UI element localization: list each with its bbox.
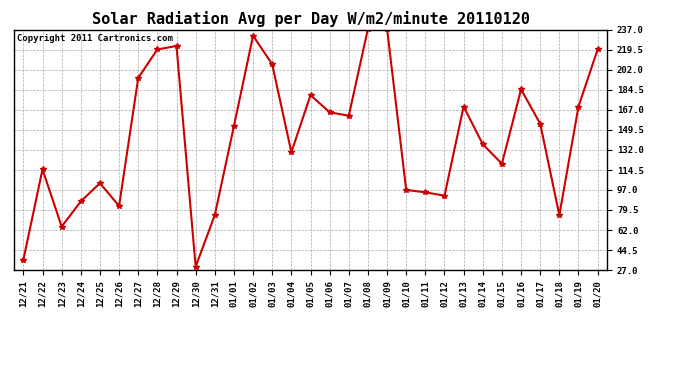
Title: Solar Radiation Avg per Day W/m2/minute 20110120: Solar Radiation Avg per Day W/m2/minute … xyxy=(92,12,529,27)
Text: Copyright 2011 Cartronics.com: Copyright 2011 Cartronics.com xyxy=(17,34,172,43)
